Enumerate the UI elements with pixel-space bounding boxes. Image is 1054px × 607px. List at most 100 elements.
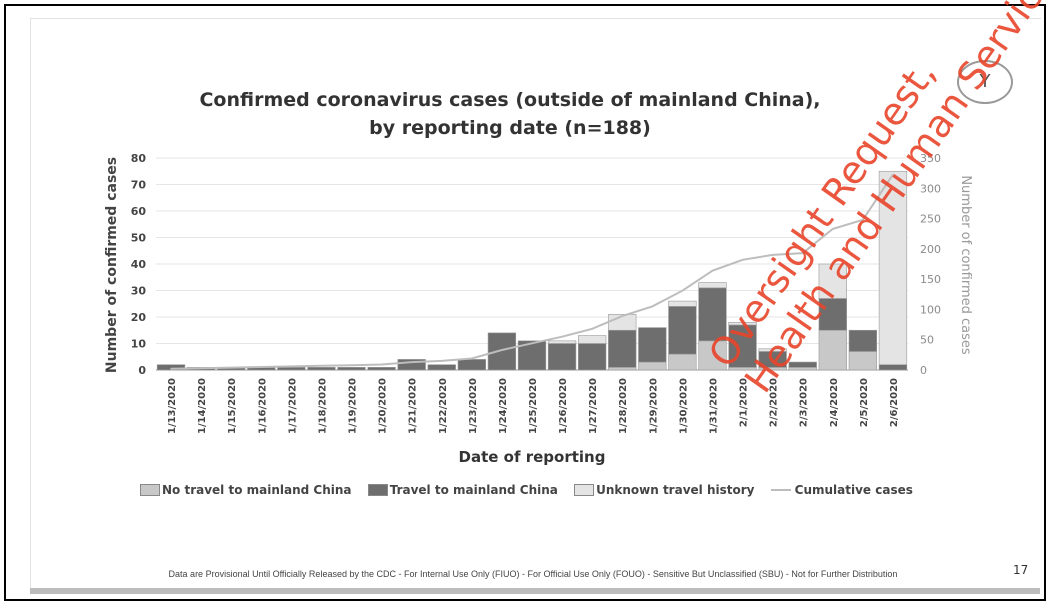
cumulative-point <box>741 258 744 261</box>
x-tick-label: 1/30/2020 <box>678 378 689 434</box>
chart-title-line-2: by reporting date (n=188) <box>369 117 651 139</box>
cumulative-point <box>892 173 894 176</box>
chart-legend: No travel to mainland China Travel to ma… <box>140 482 960 497</box>
slide-bottom-strip <box>30 588 1040 594</box>
chart-title-line-1: Confirmed coronavirus cases (outside of … <box>199 89 821 111</box>
x-tick-label: 2/4/2020 <box>829 378 840 427</box>
legend-label-no-travel: No travel to mainland China <box>162 482 352 497</box>
legend-swatch-unknown <box>574 484 595 496</box>
x-tick-label: 1/23/2020 <box>468 378 479 434</box>
x-tick-label: 1/18/2020 <box>317 378 328 434</box>
legend-item-unknown: Unknown travel history <box>574 483 754 497</box>
y2-tick-label: 300 <box>920 182 941 195</box>
footer-disclaimer: Data are Provisional Until Officially Re… <box>168 569 898 579</box>
cumulative-point <box>290 365 293 368</box>
bar-travel <box>578 343 607 371</box>
y-tick-label: 40 <box>131 258 147 271</box>
cumulative-point <box>621 315 624 317</box>
cumulative-point <box>230 366 232 369</box>
cumulative-point <box>410 361 413 363</box>
bar-travel <box>547 343 577 371</box>
y2-tick-label: 200 <box>920 243 941 256</box>
y-tick-label: 80 <box>131 152 147 165</box>
y-tick-label: 30 <box>131 285 147 298</box>
chart-y-ticks: 0 10 20 30 40 50 60 70 80 <box>131 152 147 377</box>
cumulative-point <box>440 360 443 362</box>
bar-travel <box>156 364 186 371</box>
cumulative-point <box>832 228 834 230</box>
y-tick-label: 0 <box>138 364 146 377</box>
bar-travel <box>427 364 456 371</box>
bar-travel <box>487 332 517 371</box>
cumulative-point <box>501 349 503 351</box>
y-tick-label: 70 <box>131 179 147 192</box>
x-tick-label: 2/1/2020 <box>739 378 750 427</box>
legend-label-cumulative: Cumulative cases <box>794 482 913 497</box>
x-tick-label: 1/24/2020 <box>498 378 509 434</box>
exhibit-badge: Y <box>957 60 1013 104</box>
cumulative-point <box>170 367 172 370</box>
chart-bars <box>156 170 908 371</box>
bar-travel <box>307 367 336 371</box>
y2-tick-label: 100 <box>920 303 941 316</box>
cumulative-point <box>380 363 383 366</box>
bar-travel <box>878 364 908 371</box>
cumulative-point <box>591 328 593 330</box>
legend-label-travel: Travel to mainland China <box>389 482 558 497</box>
bar-unknown <box>758 348 787 352</box>
bar-unknown <box>728 321 757 326</box>
cumulative-point <box>711 269 714 272</box>
chart-y2-ticks: 0 50 100 150 200 250 300 350 <box>920 152 941 377</box>
y-tick-label: 60 <box>131 205 147 218</box>
bar-travel <box>367 367 396 371</box>
slide <box>30 18 1041 594</box>
x-tick-label: 1/22/2020 <box>438 378 449 434</box>
bar-travel <box>818 298 847 331</box>
cumulative-point <box>681 289 684 292</box>
x-tick-label: 1/31/2020 <box>709 378 720 434</box>
bar-no-travel <box>668 353 697 371</box>
cumulative-point <box>561 335 563 338</box>
bar-unknown <box>668 300 697 307</box>
y2-tick-label: 0 <box>920 364 927 377</box>
chart-title: Confirmed coronavirus cases (outside of … <box>190 86 830 142</box>
cumulative-point <box>862 218 864 221</box>
x-tick-label: 2/6/2020 <box>889 378 900 427</box>
x-tick-label: 1/20/2020 <box>378 378 389 434</box>
cumulative-point <box>471 357 473 360</box>
bar-no-travel <box>698 340 727 371</box>
bar-no-travel <box>848 351 878 371</box>
bar-unknown <box>818 263 847 299</box>
bar-unknown <box>578 335 607 344</box>
bar-unknown <box>547 340 577 344</box>
x-tick-label: 1/16/2020 <box>257 378 268 434</box>
y-tick-label: 50 <box>131 232 147 245</box>
x-tick-label: 1/21/2020 <box>408 378 419 434</box>
bar-unknown <box>698 282 727 289</box>
legend-swatch-travel <box>367 484 388 496</box>
bar-travel <box>277 367 306 371</box>
bar-travel <box>397 359 426 371</box>
bar-no-travel <box>818 329 847 371</box>
bar-no-travel <box>638 361 667 371</box>
bar-travel <box>337 367 366 371</box>
x-tick-label: 1/17/2020 <box>287 378 298 434</box>
page-number: 17 <box>1013 563 1029 577</box>
bar-unknown <box>878 170 908 365</box>
x-tick-label: 1/29/2020 <box>648 378 659 434</box>
legend-label-unknown: Unknown travel history <box>596 482 755 497</box>
x-tick-label: 1/14/2020 <box>197 378 208 434</box>
y-tick-label: 10 <box>131 338 147 351</box>
x-tick-label: 1/28/2020 <box>618 378 629 434</box>
legend-swatch-cumulative <box>770 489 791 491</box>
x-tick-label: 2/5/2020 <box>859 378 870 427</box>
x-axis-label: Date of reporting <box>459 448 606 466</box>
legend-item-travel: Travel to mainland China <box>367 482 558 497</box>
bar-travel <box>668 306 697 355</box>
legend-item-cumulative: Cumulative cases <box>770 482 913 497</box>
legend-item-no-travel: No travel to mainland China <box>140 483 352 497</box>
y2-tick-label: 150 <box>920 273 941 286</box>
cumulative-point <box>771 254 774 256</box>
bar-travel <box>698 287 727 342</box>
